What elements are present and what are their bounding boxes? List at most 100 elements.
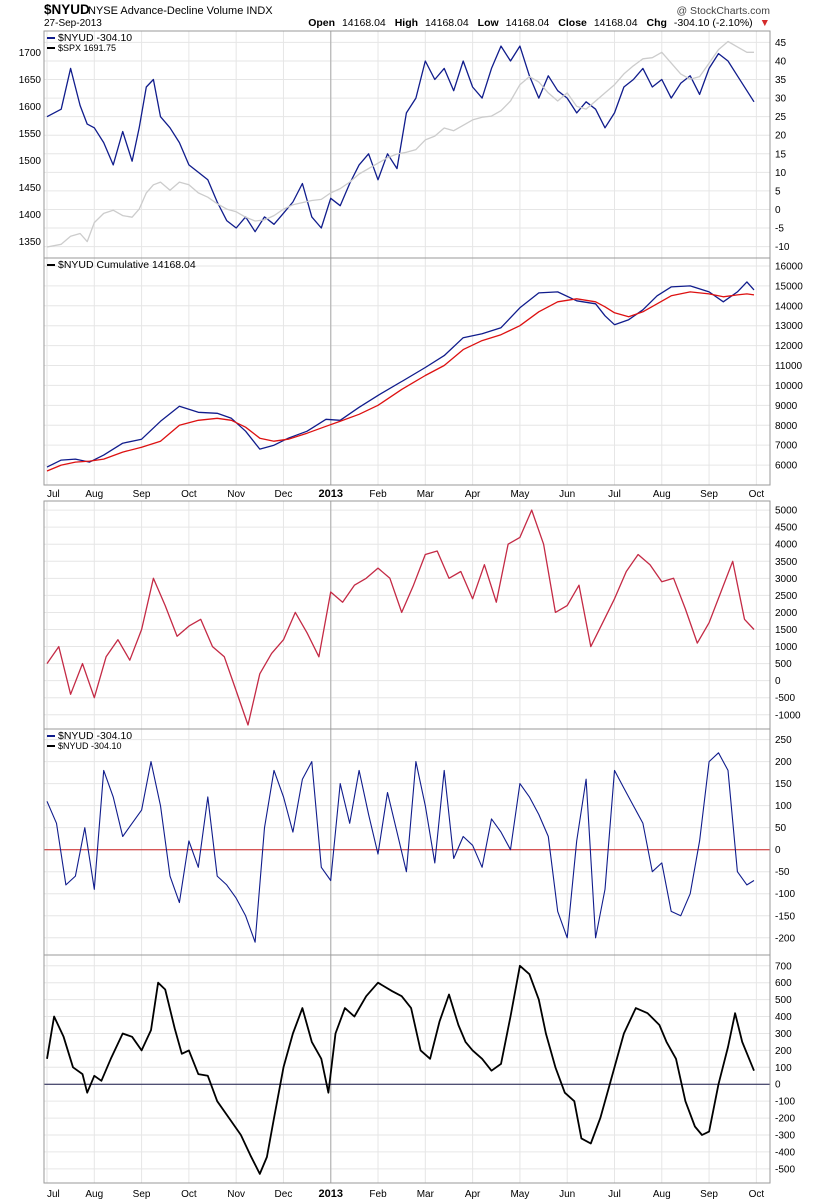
right-tick-label: -300: [775, 1131, 795, 1142]
x-axis-upper: Jul Aug Sep Oct Nov Dec 2013 Feb Mar Apr May Jun Jul…: [47, 488, 764, 500]
legend-label: $NYUD -304.10: [58, 741, 122, 751]
month-label: Sep: [133, 1189, 151, 1200]
down-arrow-icon: ▼: [760, 17, 770, 29]
month-label: Jun: [559, 489, 575, 500]
right-tick-label: 25: [775, 112, 787, 123]
right-tick-label: 5: [775, 186, 781, 197]
right-tick-label: -5: [775, 224, 784, 235]
month-label: Nov: [227, 489, 245, 500]
month-label: Oct: [181, 1189, 197, 1200]
right-tick-label: 0: [775, 676, 781, 687]
month-label: Aug: [653, 1189, 671, 1200]
left-tick-label: 1450: [19, 183, 42, 194]
chart-header: $NYUD NYSE Advance-Decline Volume INDX 2…: [44, 2, 770, 29]
right-tick-label: 0: [775, 1080, 781, 1091]
panel-frame: [43, 500, 771, 730]
month-label: Dec: [275, 1189, 293, 1200]
right-tick-label: 15000: [775, 281, 803, 292]
right-tick-label: -400: [775, 1147, 795, 1158]
month-label: Sep: [700, 1189, 718, 1200]
right-tick-label: 4500: [775, 523, 798, 534]
symbol-title: $NYUD: [44, 2, 90, 17]
month-label: Jul: [47, 1189, 60, 1200]
right-tick-label: 20: [775, 131, 787, 142]
right-tick-label: 0: [775, 845, 781, 856]
month-label: Oct: [749, 489, 765, 500]
month-label: Feb: [369, 1189, 387, 1200]
right-tick-label: 9000: [775, 401, 798, 412]
right-tick-label: 300: [775, 1029, 792, 1040]
right-tick-label: 15: [775, 149, 787, 160]
month-label: Dec: [275, 489, 293, 500]
legend-label: $NYUD -304.10: [58, 730, 132, 742]
month-label: Jul: [608, 1189, 621, 1200]
right-tick-label: 1000: [775, 642, 798, 653]
high-label: High: [395, 17, 418, 29]
right-tick-label: 8000: [775, 421, 798, 432]
right-tick-label: 6000: [775, 461, 798, 472]
right-tick-label: 150: [775, 779, 792, 790]
legend-label: $NYUD Cumulative 14168.04: [58, 259, 196, 271]
right-tick-label: 4000: [775, 540, 798, 551]
right-tick-label: 12000: [775, 341, 803, 352]
right-tick-label: 1500: [775, 625, 798, 636]
month-label: May: [510, 489, 529, 500]
chg-label: Chg: [647, 17, 667, 29]
right-tick-label: -1000: [775, 710, 801, 721]
series-line: [46, 752, 755, 943]
right-tick-label: 45: [775, 38, 787, 49]
month-label: Nov: [227, 1189, 245, 1200]
right-tick-label: 5000: [775, 506, 798, 517]
month-label: Sep: [133, 489, 151, 500]
month-label: Apr: [465, 489, 481, 500]
chg-value: -304.10 (-2.10%): [674, 17, 753, 29]
right-tick-label: 700: [775, 961, 792, 972]
right-tick-label: -200: [775, 933, 795, 944]
right-tick-label: 16000: [775, 261, 803, 272]
series-line: [46, 281, 755, 468]
right-tick-label: 11000: [775, 361, 803, 372]
month-label: Mar: [417, 1189, 435, 1200]
left-tick-label: 1500: [19, 156, 42, 167]
left-tick-label: 1650: [19, 75, 42, 86]
series-line: [46, 40, 754, 248]
right-tick-label: -200: [775, 1114, 795, 1125]
right-tick-label: 500: [775, 995, 792, 1006]
month-label: Sep: [700, 489, 718, 500]
month-label: Aug: [85, 1189, 103, 1200]
month-label: Jul: [47, 489, 60, 500]
symbol-description: NYSE Advance-Decline Volume INDX: [88, 5, 273, 17]
month-label: 2013: [319, 488, 343, 500]
month-label: Oct: [181, 489, 197, 500]
month-label: Aug: [85, 489, 103, 500]
right-tick-label: -10: [775, 242, 790, 253]
month-label: Mar: [417, 489, 435, 500]
right-tick-label: 7000: [775, 441, 798, 452]
series-line: [46, 964, 755, 1175]
ohlc-readout: Open 14168.04 High 14168.04 Low 14168.04…: [308, 17, 770, 29]
series-line: [46, 45, 755, 233]
legend-label: $SPX 1691.75: [58, 43, 116, 53]
right-tick-label: 10000: [775, 381, 803, 392]
month-label: Aug: [653, 489, 671, 500]
close-value: 14168.04: [594, 17, 638, 29]
right-tick-label: 2500: [775, 591, 798, 602]
right-tick-label: 200: [775, 757, 792, 768]
month-label: Jun: [559, 1189, 575, 1200]
right-tick-label: 200: [775, 1046, 792, 1057]
series-line: [46, 509, 755, 726]
right-tick-label: 13000: [775, 321, 803, 332]
month-label: Jul: [608, 489, 621, 500]
panel-frame: [43, 257, 771, 486]
left-tick-label: 1550: [19, 129, 42, 140]
right-tick-label: 400: [775, 1012, 792, 1023]
right-tick-label: -150: [775, 911, 795, 922]
right-tick-label: 35: [775, 75, 787, 86]
right-tick-label: 600: [775, 978, 792, 989]
right-tick-label: 100: [775, 1063, 792, 1074]
right-tick-label: 40: [775, 56, 787, 67]
right-tick-label: 100: [775, 801, 792, 812]
legend-label: $NYUD -304.10: [58, 32, 132, 44]
